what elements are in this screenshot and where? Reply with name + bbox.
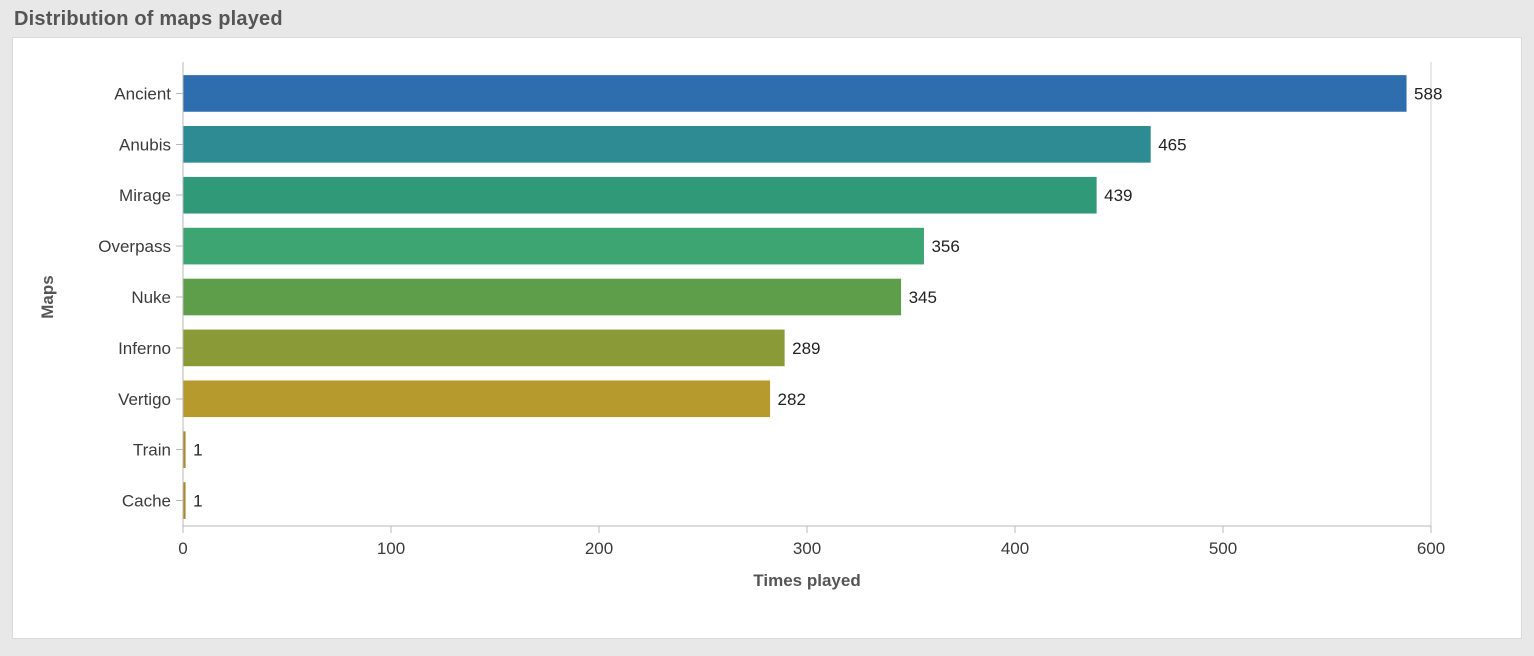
y-tick-label: Nuke [131,288,171,307]
chart-title: Distribution of maps played [0,0,1534,37]
y-tick-label: Anubis [119,135,171,154]
x-tick-label: 600 [1417,539,1445,558]
x-axis-title: Times played [753,571,860,590]
y-tick-label: Mirage [119,186,171,205]
y-axis-title: Maps [38,275,57,318]
chart-card: 0 100 200 300 400 500 600 Times played Maps Ancie… [12,37,1522,639]
bar-value-label: 439 [1104,186,1132,205]
bar-value-label: 289 [792,339,820,358]
bar-ancient [184,75,1407,112]
y-tick-label: Inferno [118,339,171,358]
y-tick-label: Cache [122,492,171,511]
bar-value-label: 465 [1158,135,1186,154]
bar-nuke [184,279,902,316]
bar-value-label: 1 [193,441,202,460]
chart-frame: Distribution of maps played 0 100 200 300 40… [0,0,1534,656]
bar-chart: 0 100 200 300 400 500 600 Times played Maps Ancie… [13,38,1521,636]
bar-anubis [184,126,1151,163]
bar-inferno [184,330,785,367]
x-tick-label: 300 [793,539,821,558]
bar-value-label: 588 [1414,84,1442,103]
x-tick-label: 500 [1209,539,1237,558]
x-tick-label: 400 [1001,539,1029,558]
y-tick-label: Overpass [98,237,171,256]
y-tick-label: Vertigo [118,390,171,409]
bar-mirage [184,177,1097,214]
bar-overpass [184,228,924,265]
bar-cache [184,482,186,519]
bar-value-label: 282 [778,390,806,409]
x-tick-label: 200 [585,539,613,558]
y-tick-label: Train [133,441,171,460]
bar-value-label: 356 [931,237,959,256]
bar-train [184,431,186,468]
x-tick-label: 100 [377,539,405,558]
bar-vertigo [184,380,771,417]
x-tick-label: 0 [178,539,187,558]
bar-value-label: 345 [909,288,937,307]
y-tick-label: Ancient [114,84,171,103]
bar-value-label: 1 [193,492,202,511]
